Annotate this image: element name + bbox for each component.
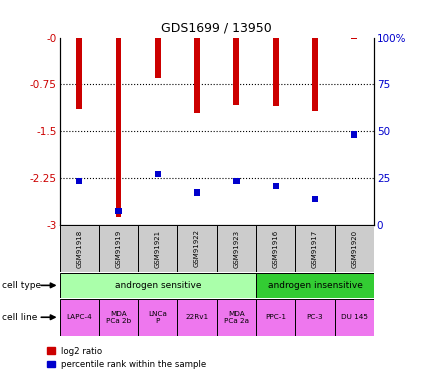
Bar (155, 38, 161, 78)
Bar (178, 225, 217, 272)
Text: PPC-1: PPC-1 (265, 314, 286, 320)
Bar (60, 225, 99, 272)
Text: GSM91917: GSM91917 (312, 229, 318, 268)
Bar (233, 38, 239, 105)
Text: DU 145: DU 145 (341, 314, 368, 320)
Bar (233, 178, 240, 184)
Legend: log2 ratio, percentile rank within the sample: log2 ratio, percentile rank within the s… (47, 346, 207, 369)
Bar (138, 225, 178, 272)
Bar (155, 171, 161, 177)
Bar (295, 225, 335, 272)
Bar (60, 299, 99, 336)
Bar (335, 299, 374, 336)
Bar (115, 208, 122, 214)
Bar (335, 225, 374, 272)
Text: MDA
PCa 2b: MDA PCa 2b (106, 311, 131, 324)
Title: GDS1699 / 13950: GDS1699 / 13950 (162, 22, 272, 35)
Bar (273, 38, 279, 106)
Text: GSM91916: GSM91916 (273, 229, 279, 268)
Bar (256, 299, 295, 336)
Bar (217, 225, 256, 272)
Text: GSM91921: GSM91921 (155, 230, 161, 267)
Bar (194, 38, 200, 112)
Bar (194, 189, 200, 196)
Bar (116, 38, 122, 217)
Text: PC-3: PC-3 (307, 314, 323, 320)
Text: 22Rv1: 22Rv1 (186, 314, 209, 320)
Text: androgen sensitive: androgen sensitive (114, 281, 201, 290)
Text: GSM91923: GSM91923 (233, 230, 239, 267)
Bar (178, 299, 217, 336)
Bar (99, 225, 138, 272)
Bar (138, 299, 178, 336)
Text: LNCa
P: LNCa P (148, 311, 167, 324)
Text: GSM91919: GSM91919 (116, 229, 122, 268)
Bar (272, 183, 279, 189)
Text: GSM91922: GSM91922 (194, 230, 200, 267)
Text: LAPC-4: LAPC-4 (66, 314, 92, 320)
Bar (351, 38, 357, 39)
Bar (76, 178, 82, 184)
Bar (351, 131, 357, 138)
Bar (295, 299, 335, 336)
Text: GSM91918: GSM91918 (76, 229, 82, 268)
Bar (312, 196, 318, 202)
Text: cell type: cell type (2, 281, 41, 290)
Bar (256, 225, 295, 272)
Bar (217, 299, 256, 336)
Text: MDA
PCa 2a: MDA PCa 2a (224, 311, 249, 324)
Bar (76, 38, 82, 109)
Text: androgen insensitive: androgen insensitive (268, 281, 363, 290)
Text: cell line: cell line (2, 313, 37, 322)
Text: GSM91920: GSM91920 (351, 230, 357, 267)
Bar (256, 273, 374, 298)
Bar (99, 299, 138, 336)
Bar (312, 38, 318, 111)
Bar (60, 273, 256, 298)
